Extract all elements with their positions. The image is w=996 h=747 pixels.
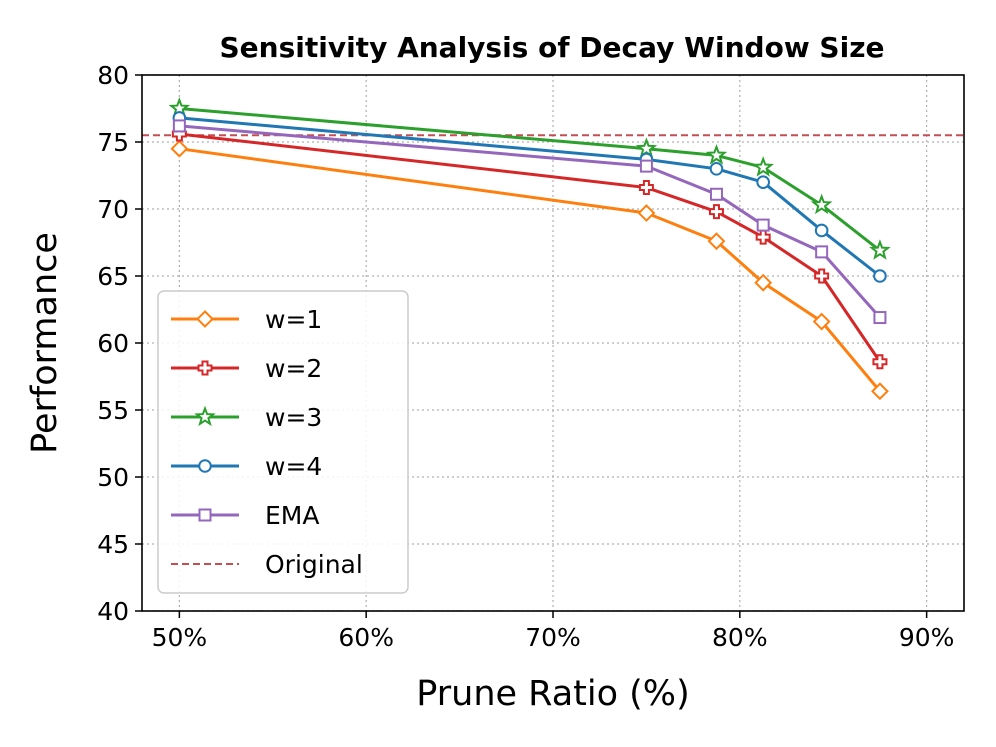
legend-entry: w=3 (171, 403, 322, 432)
legend-label: EMA (265, 501, 319, 530)
y-tick-label: 80 (97, 61, 129, 90)
x-tick-label: 80% (712, 623, 768, 652)
legend-label: Original (265, 550, 363, 579)
data-point (873, 311, 887, 325)
y-tick-label: 75 (97, 128, 129, 157)
legend-label: w=3 (265, 403, 322, 432)
x-tick-label: 60% (338, 623, 394, 652)
data-point (638, 180, 654, 196)
y-axis-label: Performance (25, 232, 65, 454)
series-layer (168, 97, 891, 401)
data-point (814, 223, 829, 238)
series-line (179, 132, 882, 363)
x-tick-label: 70% (525, 623, 581, 652)
legend-entry: w=1 (171, 305, 322, 334)
legend-label: w=4 (265, 452, 322, 481)
x-axis-ticks: 50% 60% 70% 80% 90% (152, 611, 955, 652)
legend-marker (197, 360, 213, 376)
legend-entry: w=2 (171, 354, 322, 383)
chart-title: Sensitivity Analysis of Decay Window Siz… (220, 31, 885, 64)
data-point (172, 119, 186, 133)
data-point (755, 229, 771, 245)
y-tick-label: 60 (97, 329, 129, 358)
data-point (815, 245, 829, 259)
series-line (179, 124, 882, 319)
data-point (705, 144, 728, 165)
y-tick-label: 55 (97, 396, 129, 425)
data-point (756, 175, 770, 189)
legend-label: w=2 (265, 354, 322, 383)
data-point (872, 354, 888, 370)
data-point (756, 218, 770, 232)
y-tick-label: 65 (97, 262, 129, 291)
data-point (637, 204, 656, 222)
data-point (709, 162, 724, 176)
data-point (707, 232, 726, 251)
data-point (812, 312, 831, 331)
data-point (639, 159, 653, 173)
data-point (814, 268, 830, 284)
legend-label: w=1 (265, 305, 322, 334)
y-tick-label: 40 (97, 597, 129, 626)
y-tick-label: 70 (97, 195, 129, 224)
y-axis-ticks: 40 45 50 55 60 65 70 75 80 (97, 61, 142, 626)
legend: w=1 w=2 w=3 w=4 EMA Original (157, 290, 409, 594)
data-point (170, 139, 189, 158)
x-tick-label: 90% (899, 623, 955, 652)
legend-entry: EMA (171, 501, 319, 530)
x-tick-label: 50% (152, 623, 208, 652)
series-line (179, 116, 881, 278)
data-point (754, 273, 773, 292)
series-w-1 (170, 139, 889, 401)
y-tick-label: 50 (97, 463, 129, 492)
data-point (709, 187, 723, 201)
data-point (810, 193, 833, 215)
data-point (635, 137, 658, 158)
legend-box (157, 290, 409, 594)
series-ema (172, 119, 887, 325)
data-point (708, 204, 724, 220)
series-line (179, 107, 881, 252)
data-point (752, 156, 774, 177)
data-point (873, 269, 887, 283)
legend-marker (198, 508, 212, 522)
series-line (179, 147, 882, 393)
y-tick-label: 45 (97, 530, 129, 559)
legend-entry: w=4 (171, 452, 322, 481)
legend-entry: Original (171, 550, 363, 579)
legend-marker (194, 405, 216, 427)
data-point (869, 239, 891, 260)
data-point (871, 382, 889, 401)
legend-marker (198, 459, 212, 473)
x-axis-label: Prune Ratio (%) (416, 674, 689, 714)
legend-marker (196, 310, 214, 328)
series-w-3 (168, 97, 891, 260)
